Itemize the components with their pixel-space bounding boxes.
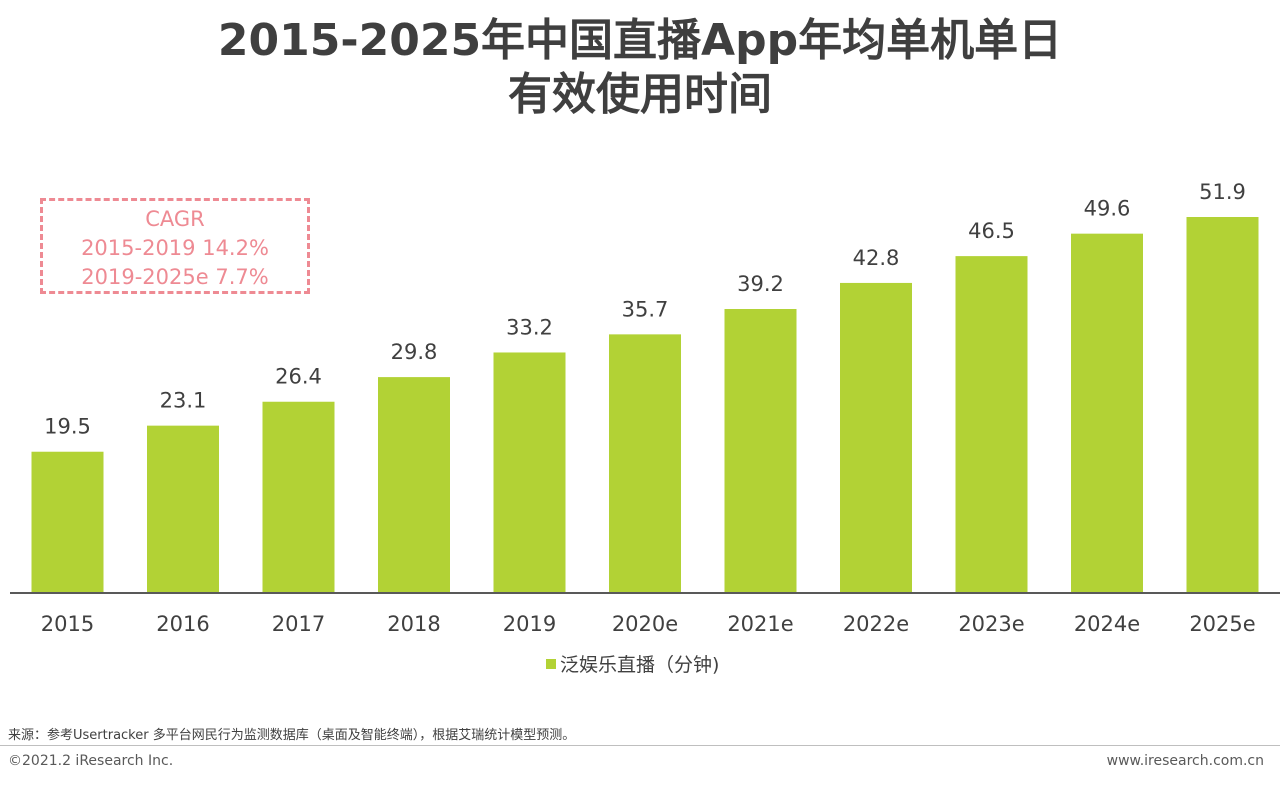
legend-label: 泛娱乐直播（分钟) [560, 654, 720, 676]
data-label-2023e: 46.5 [968, 219, 1015, 243]
bar-2022e [840, 282, 912, 593]
data-label-2022e: 42.8 [853, 246, 900, 270]
data-label-2025e: 51.9 [1199, 180, 1246, 204]
chart-title-line1: 2015-2025年中国直播App年均单机单日 [217, 15, 1063, 66]
x-tick-label-2024e: 2024e [1074, 612, 1140, 636]
cagr-label: CAGR [145, 207, 205, 231]
bar-2023e [955, 256, 1028, 593]
bar-2015 [31, 451, 104, 593]
x-tick-label-2016: 2016 [156, 612, 209, 636]
data-label-2016: 23.1 [160, 389, 207, 413]
data-label-2020e: 35.7 [622, 297, 669, 321]
data-label-2019: 33.2 [506, 315, 553, 339]
source-note: 来源：参考Usertracker 多平台网民行为监测数据库（桌面及智能终端），根… [8, 728, 576, 743]
x-tick-label-2022e: 2022e [843, 612, 909, 636]
cagr-line-2019-2025e: 2019-2025e 7.7% [81, 265, 269, 289]
x-tick-label-2023e: 2023e [958, 612, 1024, 636]
x-tick-label-2018: 2018 [387, 612, 440, 636]
x-tick-label-2019: 2019 [503, 612, 556, 636]
bar-2017 [262, 401, 335, 593]
data-label-2024e: 49.6 [1084, 197, 1131, 221]
bar-2016 [147, 425, 219, 593]
data-label-2017: 26.4 [275, 365, 322, 389]
footer-divider [0, 745, 1280, 746]
x-tick-label-2017: 2017 [272, 612, 325, 636]
bar-2019 [493, 352, 566, 593]
copyright-text: ©2021.2 iResearch Inc. [8, 753, 174, 769]
bar-2025e [1186, 217, 1259, 593]
chart-title-line2: 有效使用时间 [508, 69, 772, 120]
data-label-2015: 19.5 [44, 415, 91, 439]
bar-2021e [724, 309, 797, 593]
x-tick-label-2021e: 2021e [727, 612, 793, 636]
chart-legend: 泛娱乐直播（分钟) [546, 650, 719, 677]
x-tick-label-2015: 2015 [41, 612, 94, 636]
chart-title: 2015-2025年中国直播App年均单机单日 有效使用时间 [0, 14, 1280, 122]
legend-swatch [546, 658, 556, 669]
data-label-2018: 29.8 [391, 340, 438, 364]
x-tick-label-2020e: 2020e [612, 612, 678, 636]
website-link[interactable]: www.iresearch.com.cn [1106, 753, 1264, 769]
bar-2024e [1071, 233, 1143, 593]
cagr-line-2015-2019: 2015-2019 14.2% [81, 236, 269, 260]
bar-2018 [378, 377, 450, 593]
data-label-2021e: 39.2 [737, 272, 784, 296]
cagr-annotation-box: CAGR 2015-2019 14.2% 2019-2025e 7.7% [40, 198, 310, 294]
bar-2020e [609, 334, 681, 593]
x-tick-label-2025e: 2025e [1189, 612, 1255, 636]
